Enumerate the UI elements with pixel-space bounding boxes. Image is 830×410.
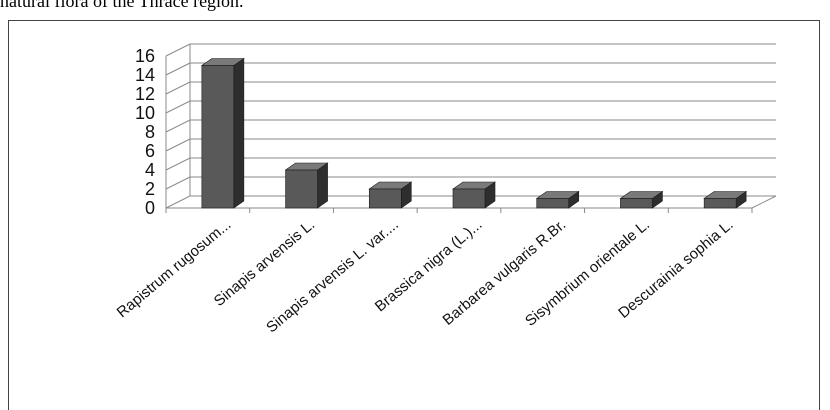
y-tick-label: 8 [145,122,155,142]
chart-frame [8,20,820,410]
bar [284,162,329,209]
gridline-depth [165,157,191,171]
y-tick-label: 2 [145,179,155,199]
gridline-depth [165,43,191,57]
bar [703,190,748,209]
y-tick-label: 14 [135,65,155,85]
bar-front-face [368,188,402,209]
y-tick-label: 6 [145,141,155,161]
bar-side-face [233,57,245,209]
y-tick-label: 12 [135,84,155,104]
gridline-depth [165,81,191,95]
bar [368,181,413,209]
bar [535,190,580,209]
bars [200,57,748,209]
gridline-depth [165,138,191,152]
y-tick-label: 0 [145,198,155,218]
gridline-depth [165,100,191,114]
bar-front-face [285,169,318,209]
bar-front-face [620,198,653,209]
bar-side-face [317,162,328,209]
gridline-depth [165,62,191,76]
figure-caption: natural flora of the Thrace region. [0,0,244,11]
bar [200,57,245,209]
x-category-label: Rapistrum rugosum... [114,216,235,321]
bar-front-face [536,198,570,209]
gridline-depth [165,119,191,133]
category-labels: Rapistrum rugosum...Sinapis arvensis L.S… [114,216,737,336]
bar-front-face [452,188,486,209]
bar [452,181,496,209]
bar [619,190,664,209]
y-tick-label: 4 [145,160,155,180]
bar-front-face [201,65,235,209]
y-tick-label: 10 [135,103,155,123]
y-tick-label: 16 [135,46,155,66]
gridline-depth [165,176,191,190]
x-category-label: Sinapis arvensis L. var.... [263,216,402,336]
gridline-depth [165,195,191,209]
bar-front-face [703,198,737,209]
